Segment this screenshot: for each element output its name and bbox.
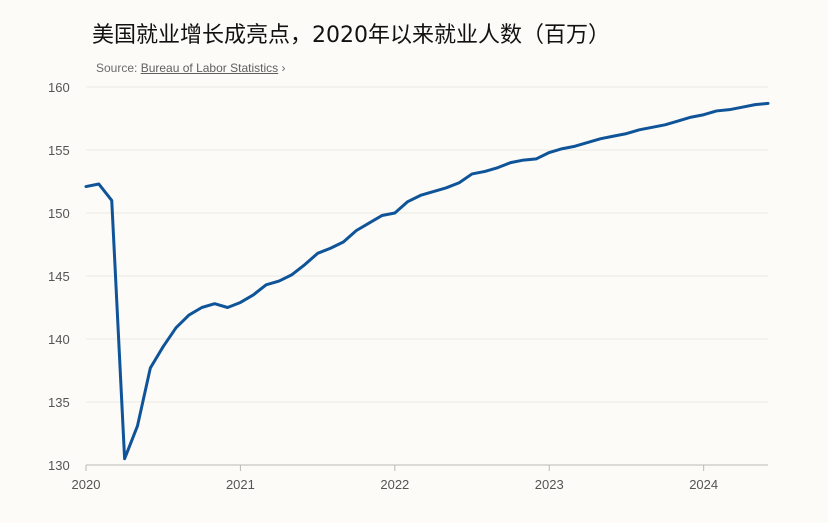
source-suffix: ›	[278, 61, 286, 75]
y-tick-label: 155	[48, 143, 70, 158]
y-tick-label: 130	[48, 458, 70, 473]
source-link[interactable]: Bureau of Labor Statistics	[140, 61, 279, 75]
x-tick-label: 2022	[380, 477, 409, 492]
y-tick-label: 135	[48, 395, 70, 410]
x-tick-label: 2024	[689, 477, 718, 492]
chart-title: 美国就业增长成亮点，2020年以来就业人数（百万）	[92, 23, 610, 48]
y-tick-label: 150	[48, 206, 70, 221]
series-layer	[84, 101, 770, 461]
x-tick-label: 2020	[72, 477, 101, 492]
y-tick-label: 160	[48, 80, 70, 95]
grid-layer	[86, 86, 768, 403]
source-prefix: Source:	[96, 61, 141, 75]
y-axis-ticks: 130 135 140 145 150 155 160	[48, 80, 70, 473]
series-line	[84, 101, 770, 461]
y-tick-label: 145	[48, 269, 70, 284]
x-tick-label: 2021	[226, 477, 255, 492]
x-axis-ticks: 2020 2021 2022 2023 2024	[72, 464, 768, 492]
x-tick-label: 2023	[535, 477, 564, 492]
y-tick-label: 140	[48, 332, 70, 347]
source-line: Source: Bureau of Labor Statistics ›	[96, 61, 285, 75]
